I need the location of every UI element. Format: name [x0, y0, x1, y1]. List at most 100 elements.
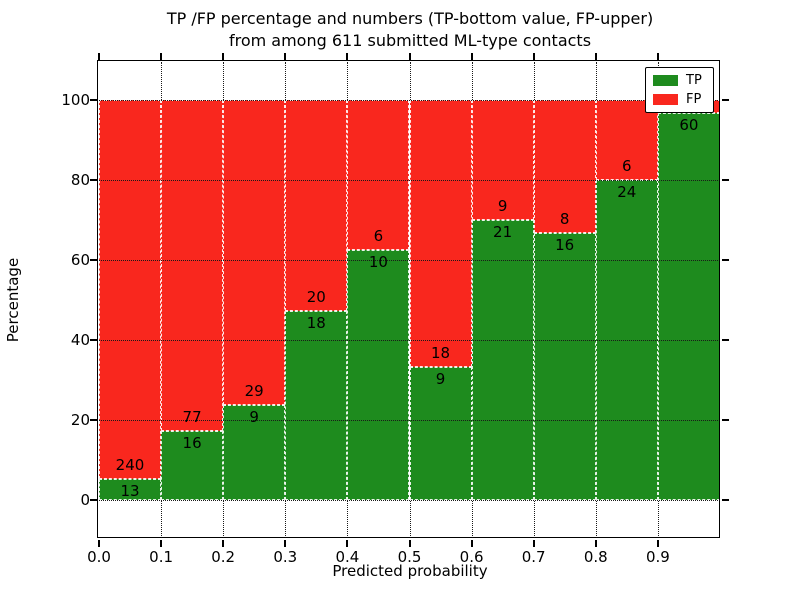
- legend-entry-fp: FP: [646, 93, 713, 106]
- tp-count-label: 18: [306, 313, 326, 332]
- horizontal-gridline: [99, 340, 720, 341]
- x-tick-label: 0.0: [87, 548, 111, 566]
- x-tick-mark: [160, 540, 163, 547]
- bar-segment-tp: [223, 405, 286, 500]
- x-tick-label: 0.1: [149, 548, 174, 566]
- x-axis-label: Predicted probability: [332, 562, 488, 580]
- legend-entry-tp: TP: [646, 74, 713, 87]
- tp-count-label: 9: [435, 369, 446, 388]
- tp-count-label: 24: [617, 183, 637, 201]
- x-tick-mark: [346, 53, 349, 60]
- bar-segment-fp: [471, 100, 534, 220]
- x-tick-mark: [408, 540, 411, 547]
- bar-segment-tp: [409, 366, 472, 500]
- bar-segment-tp: [285, 310, 348, 500]
- x-tick-mark: [222, 540, 225, 547]
- tp-count-label: 16: [182, 434, 202, 453]
- x-tick-mark: [98, 540, 100, 547]
- horizontal-gridline: [99, 420, 720, 421]
- bar-segment-tp: [471, 220, 534, 500]
- horizontal-gridline: [99, 260, 720, 261]
- tp-count-label: 21: [493, 223, 513, 241]
- x-tick-mark: [470, 53, 473, 60]
- y-tick-mark: [722, 499, 729, 501]
- bar-segment-fp: [347, 100, 410, 250]
- bar-segment-fp: [285, 100, 348, 311]
- fp-count-label: 29: [244, 382, 264, 401]
- x-tick-label: 0.4: [335, 548, 360, 566]
- y-tick-label: 40: [70, 331, 90, 349]
- tp-color-swatch: [653, 75, 678, 87]
- bar-segment-tp: [533, 233, 596, 500]
- tp-legend-label: TP: [686, 73, 702, 89]
- bar-segment-fp: [223, 100, 286, 406]
- y-tick-mark: [90, 179, 97, 181]
- x-tick-mark: [656, 53, 659, 60]
- x-tick-mark: [408, 53, 411, 60]
- fp-count-label: 6: [373, 227, 384, 245]
- y-tick-label: 100: [61, 91, 90, 109]
- y-tick-label: 60: [70, 251, 90, 269]
- y-tick-mark: [722, 179, 729, 181]
- y-tick-mark: [90, 339, 97, 341]
- bar-segment-fp: [99, 100, 162, 480]
- chart-title: TP /FP percentage and numbers (TP-bottom…: [99, 8, 721, 52]
- fp-count-label: 9: [497, 197, 508, 215]
- tp-count-label: 13: [120, 482, 140, 501]
- x-tick-mark: [222, 53, 225, 60]
- chart-title-line1: TP /FP percentage and numbers (TP-bottom…: [166, 9, 654, 28]
- x-tick-label: 0.2: [211, 548, 236, 566]
- x-tick-label: 0.3: [273, 548, 298, 566]
- y-tick-mark: [90, 499, 97, 501]
- x-tick-mark: [284, 53, 287, 60]
- x-tick-mark: [594, 53, 597, 60]
- x-tick-mark: [532, 53, 535, 60]
- y-tick-mark: [722, 99, 729, 101]
- y-axis-label: Percentage: [4, 257, 22, 343]
- bar-segment-tp: [161, 431, 224, 500]
- fp-count-label: 20: [306, 287, 326, 306]
- x-tick-mark: [284, 540, 287, 547]
- fp-legend-label: FP: [686, 91, 702, 107]
- fp-count-label: 8: [559, 210, 570, 229]
- x-tick-label: 0.9: [645, 548, 670, 566]
- x-tick-mark: [160, 53, 163, 60]
- x-tick-mark: [470, 540, 473, 547]
- bar-segment-fp: [161, 100, 224, 432]
- y-tick-mark: [90, 419, 97, 421]
- bar-segment-fp: [409, 100, 472, 367]
- bar-segment-tp: [347, 250, 410, 500]
- x-tick-label: 0.5: [397, 548, 422, 566]
- y-tick-mark: [722, 339, 729, 341]
- bar-segment-tp: [99, 479, 162, 500]
- horizontal-gridline: [99, 180, 720, 181]
- tp-count-label: 16: [555, 236, 575, 255]
- fp-count-label: 6: [622, 157, 632, 175]
- y-tick-label: 80: [70, 171, 90, 189]
- tp-count-label: 10: [368, 253, 388, 271]
- fp-count-label: 18: [430, 343, 451, 362]
- x-tick-mark: [532, 540, 535, 547]
- y-tick-mark: [722, 419, 729, 421]
- x-tick-mark: [656, 540, 659, 547]
- x-tick-mark: [594, 540, 597, 547]
- fp-count-label: 240: [115, 456, 145, 475]
- y-tick-mark: [90, 99, 97, 101]
- x-tick-label: 0.7: [521, 548, 546, 566]
- legend: TP FP: [645, 67, 714, 113]
- y-tick-mark: [722, 259, 729, 261]
- bar-segment-tp: [657, 112, 720, 500]
- y-tick-label: 0: [80, 491, 90, 509]
- y-tick-label: 20: [70, 411, 90, 429]
- chart-title-line2: from among 611 submitted ML-type contact…: [228, 31, 592, 50]
- x-tick-label: 0.8: [583, 548, 608, 566]
- x-tick-label: 0.6: [459, 548, 484, 566]
- horizontal-gridline: [99, 500, 720, 501]
- bar-segment-fp: [533, 100, 596, 234]
- fp-color-swatch: [653, 93, 678, 105]
- y-tick-mark: [90, 259, 97, 261]
- fp-count-label: 77: [182, 408, 202, 427]
- x-tick-mark: [98, 53, 100, 60]
- tp-count-label: 9: [249, 408, 259, 427]
- tp-count-label: 60: [679, 115, 699, 134]
